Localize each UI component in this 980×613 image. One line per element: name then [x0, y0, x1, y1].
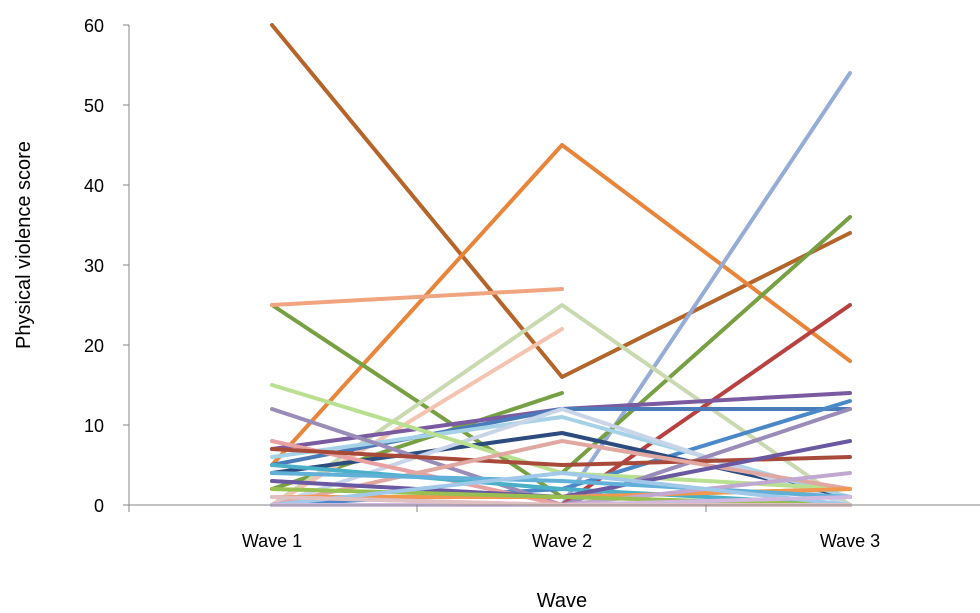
series-line-25 — [270, 471, 852, 499]
series-line-28 — [270, 471, 852, 507]
y-tick-label: 0 — [94, 496, 104, 516]
series-line-27 — [270, 487, 852, 507]
y-tick-label: 30 — [84, 256, 104, 276]
y-tick-label: 50 — [84, 96, 104, 116]
x-ticks: Wave 1 Wave 2 Wave 3 — [128, 505, 880, 551]
series-line-4 — [270, 303, 852, 499]
y-tick-label: 20 — [84, 336, 104, 356]
x-tick-label: Wave 2 — [532, 531, 592, 551]
x-tick-label: Wave 1 — [242, 531, 302, 551]
series-line-8 — [270, 303, 852, 507]
y-axis-title: Physical violence score — [13, 141, 35, 349]
y-tick-label: 10 — [84, 416, 104, 436]
x-tick-label: Wave 3 — [820, 531, 880, 551]
series-line-15 — [270, 415, 852, 499]
series-line-7 — [270, 287, 564, 307]
y-tick-label: 40 — [84, 176, 104, 196]
series-line-14 — [270, 431, 852, 499]
y-tick-label: 60 — [84, 16, 104, 36]
series-line-2 — [270, 143, 852, 467]
x-axis-title: Wave — [537, 590, 587, 612]
series-line-10 — [560, 303, 852, 507]
y-ticks: 0 10 20 30 40 50 60 — [84, 16, 129, 516]
series-layer — [270, 23, 852, 507]
series-line-1 — [270, 23, 852, 379]
series-line-21 — [270, 439, 852, 507]
